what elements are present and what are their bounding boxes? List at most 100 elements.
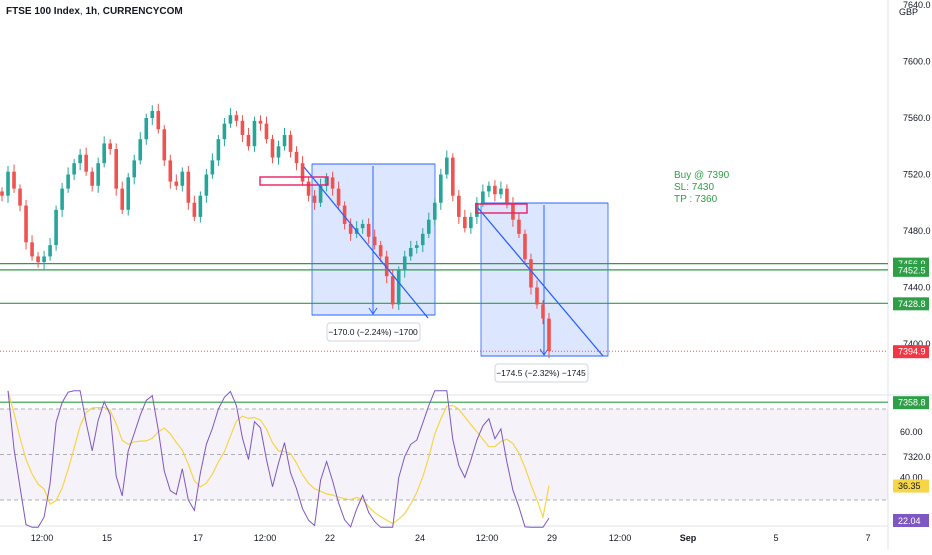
- time-tick-label: 7: [865, 533, 870, 543]
- time-tick-label: 17: [193, 533, 203, 543]
- rsi-ma-label: 36.35: [898, 481, 921, 491]
- price-tick-label: 7520.0: [903, 170, 931, 180]
- time-tick-label: 5: [773, 533, 778, 543]
- candle-body: [391, 276, 395, 304]
- trade-note-line: SL: 7430: [674, 182, 714, 193]
- candle-body: [156, 111, 160, 129]
- candle-body: [199, 196, 203, 217]
- measure-label: −174.5 (−2.32%) −1745: [496, 368, 586, 378]
- candle-body: [403, 256, 407, 270]
- candle-body: [12, 172, 16, 189]
- candle-body: [439, 175, 443, 203]
- candle-body: [162, 129, 166, 160]
- candle-body: [241, 121, 245, 135]
- candle-body: [84, 155, 88, 172]
- time-tick-label: 15: [102, 533, 112, 543]
- candle-body: [481, 191, 485, 202]
- candle-body: [373, 237, 377, 245]
- candle-body: [271, 139, 275, 157]
- price-tick-label: 7600.0: [903, 57, 931, 67]
- candle-body: [445, 158, 449, 175]
- rsi-value-label: 22.04: [898, 516, 921, 526]
- candle-body: [457, 196, 461, 217]
- candle-body: [181, 172, 185, 186]
- candle-body: [96, 163, 100, 186]
- time-tick-label: 22: [325, 533, 335, 543]
- candle-body: [289, 135, 293, 152]
- candle-body: [36, 256, 40, 262]
- price-tick-label: 7480.0: [903, 226, 931, 236]
- price-tick-label: 7560.0: [903, 113, 931, 123]
- candle-body: [90, 172, 94, 186]
- candle-body: [517, 220, 521, 234]
- candle-body: [205, 175, 209, 196]
- candle-body: [102, 143, 106, 163]
- exchange-label: CURRENCYCOM: [103, 6, 183, 17]
- candle-body: [48, 245, 52, 256]
- candle-body: [60, 189, 64, 210]
- level-price-label: 7428.8: [898, 299, 926, 309]
- candle-body: [229, 115, 233, 123]
- time-tick-label: 12:00: [476, 533, 499, 543]
- candle-body: [126, 177, 130, 209]
- candle-body: [505, 189, 509, 203]
- candle-body: [433, 203, 437, 220]
- time-tick-label: Sep: [680, 533, 697, 543]
- last-price-label: 7394.9: [898, 347, 926, 357]
- level-price-label: 7358.8: [898, 398, 926, 408]
- candle-body: [493, 186, 497, 194]
- candle-body: [313, 196, 317, 203]
- candle-body: [144, 118, 148, 139]
- candle-body: [523, 234, 527, 259]
- trade-note-line: TP : 7360: [674, 194, 718, 205]
- candle-body: [217, 139, 221, 160]
- time-tick-label: 12:00: [609, 533, 632, 543]
- candle-body: [54, 210, 58, 245]
- candle-body: [535, 288, 539, 305]
- time-tick-label: 12:00: [254, 533, 277, 543]
- candle-body: [463, 217, 467, 228]
- candle-body: [469, 217, 473, 228]
- candle-body: [108, 143, 112, 149]
- time-tick-label: 12:00: [31, 533, 54, 543]
- interval-label[interactable]: 1h: [85, 6, 97, 17]
- candle-body: [277, 146, 281, 157]
- candle-body: [223, 124, 227, 140]
- time-tick-label: 24: [415, 533, 425, 543]
- trade-note-line: Buy @ 7390: [674, 170, 730, 181]
- candle-body: [295, 152, 299, 163]
- candle-body: [120, 189, 124, 210]
- candle-body: [427, 220, 431, 234]
- candle-body: [18, 189, 22, 206]
- candle-body: [169, 160, 173, 181]
- candle-body: [541, 304, 545, 318]
- candle-body: [175, 182, 179, 186]
- candle-body: [6, 172, 10, 196]
- candle-body: [235, 115, 239, 121]
- symbol-header[interactable]: FTSE 100 Index, 1h, CURRENCYCOM: [6, 6, 183, 17]
- candle-body: [451, 158, 455, 196]
- candle-body: [132, 160, 136, 177]
- candle-body: [0, 191, 4, 195]
- candle-body: [307, 182, 311, 196]
- candle-body: [421, 234, 425, 245]
- candle-body: [397, 271, 401, 305]
- candle-body: [499, 189, 503, 195]
- candle-body: [265, 124, 269, 140]
- candle-body: [138, 139, 142, 160]
- candle-body: [547, 319, 551, 351]
- level-price-label: 7452.5: [898, 265, 926, 275]
- price-tick-label-partial: 7320.0: [903, 452, 931, 462]
- candle-body: [187, 172, 191, 203]
- candle-body: [253, 121, 257, 146]
- candle-body: [259, 121, 263, 124]
- candle-body: [42, 256, 46, 262]
- price-tick-label: 7440.0: [903, 283, 931, 293]
- symbol-name[interactable]: FTSE 100 Index: [6, 6, 80, 17]
- currency-label: GBP: [899, 7, 918, 17]
- candle-body: [24, 206, 28, 243]
- measure-label: −170.0 (−2.24%) −1700: [328, 327, 418, 337]
- candle-body: [193, 203, 197, 217]
